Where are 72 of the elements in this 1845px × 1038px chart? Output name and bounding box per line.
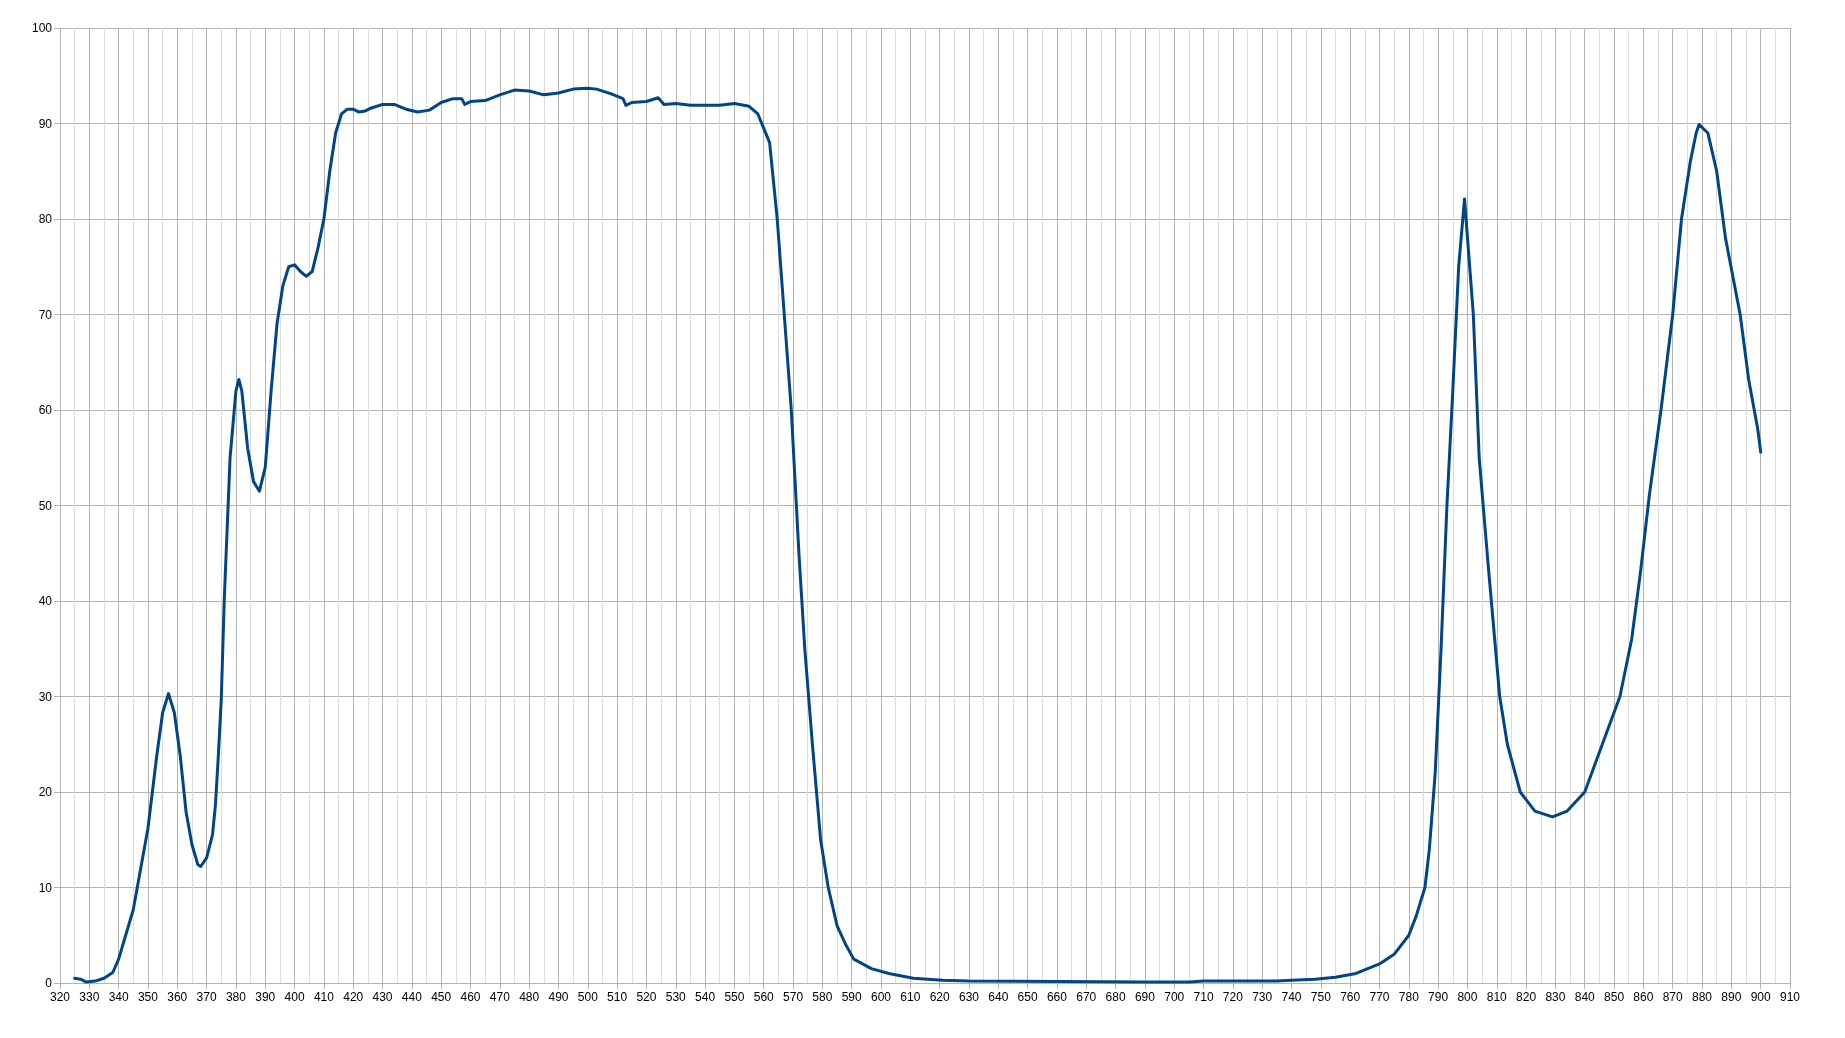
x-tick-label: 800 [1457, 990, 1478, 1004]
x-tick-label: 400 [284, 990, 305, 1004]
y-tick-label: 50 [38, 498, 53, 513]
y-tick-label: 70 [38, 307, 53, 322]
x-tick-label: 340 [108, 990, 129, 1004]
x-tick-label: 480 [519, 990, 540, 1004]
x-tick-label: 570 [783, 990, 804, 1004]
x-tick-label: 730 [1252, 990, 1273, 1004]
x-tick-label: 740 [1281, 990, 1302, 1004]
x-tick-label: 770 [1369, 990, 1390, 1004]
x-tick-label: 650 [1017, 990, 1038, 1004]
x-tick-label: 470 [489, 990, 511, 1004]
x-tick-label: 780 [1398, 990, 1420, 1004]
y-tick-label: 10 [38, 880, 53, 895]
x-tick-label: 860 [1633, 990, 1654, 1004]
x-tick-label: 900 [1750, 990, 1772, 1004]
x-tick-label: 490 [548, 990, 569, 1004]
x-tick-label: 620 [929, 990, 950, 1004]
x-tick-label: 840 [1574, 990, 1596, 1004]
x-tick-label: 410 [313, 990, 335, 1004]
x-tick-label: 660 [1046, 990, 1068, 1004]
x-tick-label: 430 [372, 990, 393, 1004]
x-tick-label: 820 [1516, 990, 1537, 1004]
x-tick-label: 380 [225, 990, 247, 1004]
line-series [73, 86, 1763, 984]
x-tick-label: 360 [167, 990, 188, 1004]
x-tick-label: 670 [1076, 990, 1097, 1004]
x-tick-label: 710 [1193, 990, 1214, 1004]
y-tick-label: 90 [38, 116, 53, 131]
x-tick-label: 680 [1105, 990, 1126, 1004]
y-tick-label: 80 [38, 212, 53, 226]
x-tick-label: 720 [1222, 990, 1244, 1004]
x-tick-label: 420 [343, 990, 364, 1004]
y-tick-label: 40 [38, 594, 53, 608]
x-tick-label: 870 [1662, 990, 1684, 1004]
x-tick-label: 590 [841, 990, 863, 1004]
x-tick-label: 500 [577, 990, 599, 1004]
x-tick-label: 330 [79, 990, 100, 1004]
x-tick-label: 700 [1164, 990, 1185, 1004]
y-tick-label: 30 [38, 689, 53, 704]
x-tick-label: 810 [1486, 990, 1508, 1004]
x-tick-label: 880 [1692, 990, 1713, 1004]
x-tick-label: 690 [1134, 990, 1156, 1004]
x-tick-label: 510 [607, 990, 628, 1004]
x-tick-label: 530 [665, 990, 687, 1004]
x-tick-label: 850 [1604, 990, 1625, 1004]
x-tick-label: 580 [812, 990, 833, 1004]
x-tick-label: 600 [871, 990, 892, 1004]
y-tick-label: 100 [31, 21, 53, 35]
x-tick-label: 610 [900, 990, 921, 1004]
y-tick-label: 0 [45, 976, 53, 990]
x-tick-label: 550 [724, 990, 745, 1004]
x-tick-label: 910 [1779, 990, 1801, 1004]
x-tick-label: 390 [255, 990, 276, 1004]
x-tick-label: 640 [988, 990, 1009, 1004]
x-tick-label: 320 [49, 990, 71, 1004]
x-tick-label: 440 [401, 990, 423, 1004]
x-tick-label: 370 [196, 990, 217, 1004]
x-tick-label: 460 [460, 990, 481, 1004]
x-tick-label: 750 [1310, 990, 1332, 1004]
x-tick-label: 830 [1545, 990, 1566, 1004]
x-tick-label: 520 [636, 990, 657, 1004]
x-tick-label: 630 [958, 990, 980, 1004]
x-tick-label: 890 [1721, 990, 1742, 1004]
x-tick-label: 760 [1340, 990, 1361, 1004]
x-tick-label: 450 [431, 990, 452, 1004]
x-tick-label: 790 [1428, 990, 1449, 1004]
x-tick-label: 540 [695, 990, 716, 1004]
x-tick-label: 350 [137, 990, 159, 1004]
x-tick-label: 560 [753, 990, 775, 1004]
y-tick-label: 20 [38, 785, 53, 799]
y-tick-label: 60 [38, 403, 53, 417]
